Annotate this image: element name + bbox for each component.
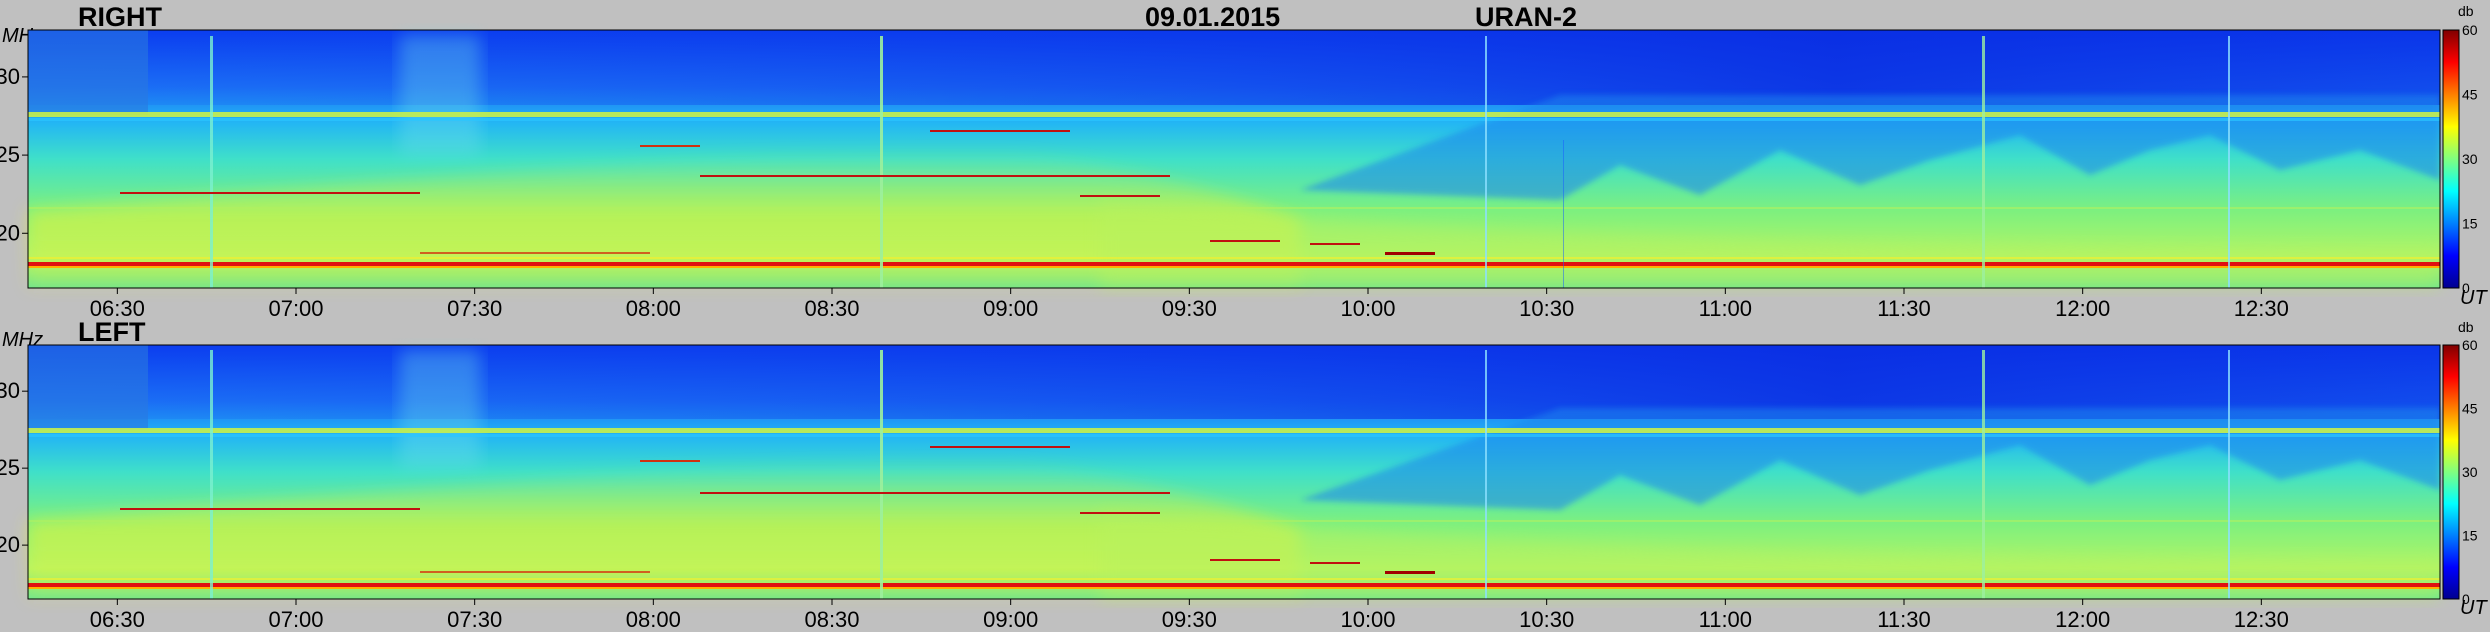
x-unit-label: UT — [2460, 287, 2488, 309]
x-tick-label: 08:30 — [804, 296, 859, 321]
x-tick-label: 06:30 — [90, 607, 145, 632]
x-tick-label: 12:30 — [2234, 607, 2289, 632]
colorbar-unit-label: db — [2458, 319, 2474, 335]
left-polarization-panel: LEFT MHz — [0, 317, 2488, 632]
plot-frame — [27, 344, 2441, 600]
x-tick-label: 08:30 — [804, 607, 859, 632]
x-axis: 06:30 07:00 07:30 08:00 08:30 09:00 09:30 10:00… — [90, 288, 2289, 321]
date-label: 09.01.2015 — [1145, 2, 1280, 32]
y-axis: 20 25 30 — [0, 64, 28, 245]
y-tick-label: 25 — [0, 142, 20, 167]
colorbar-tick-label: 15 — [2462, 216, 2478, 232]
colorbar-tick-label: 45 — [2462, 401, 2478, 417]
right-polarization-panel: RIGHT MHz — [0, 2, 2488, 321]
colorbar-tick-label: 60 — [2462, 337, 2478, 353]
y-tick-label: 25 — [0, 455, 20, 480]
colorbar: db 0 15 30 45 60 — [2442, 319, 2478, 607]
colorbar-tick-label: 45 — [2462, 87, 2478, 103]
colorbar-tick-label: 60 — [2462, 22, 2478, 38]
x-tick-label: 10:00 — [1340, 607, 1395, 632]
x-tick-label: 07:00 — [268, 607, 323, 632]
x-tick-label: 11:30 — [1877, 607, 1930, 632]
y-tick-label: 30 — [0, 378, 20, 403]
x-tick-label: 12:00 — [2055, 607, 2110, 632]
colorbar-unit-label: db — [2458, 3, 2474, 19]
instrument-label: URAN-2 — [1475, 2, 1577, 32]
x-tick-label: 07:30 — [447, 296, 502, 321]
colorbar-tick-label: 0 — [2462, 280, 2470, 296]
x-tick-label: 10:00 — [1340, 296, 1395, 321]
spectrogram-plot — [28, 345, 2440, 599]
x-tick-label: 08:00 — [626, 296, 681, 321]
y-axis: 20 25 30 — [0, 378, 28, 557]
colorbar-tick-label: 30 — [2462, 464, 2478, 480]
colorbar-tick-label: 15 — [2462, 528, 2478, 544]
x-tick-label: 09:00 — [983, 296, 1038, 321]
x-tick-label: 08:00 — [626, 607, 681, 632]
panel-title: LEFT — [78, 317, 146, 347]
x-tick-label: 09:00 — [983, 607, 1038, 632]
x-tick-label: 09:30 — [1162, 607, 1217, 632]
x-axis: 06:30 07:00 07:30 08:00 08:30 09:00 09:30 10:00… — [90, 599, 2289, 632]
x-tick-label: 06:30 — [90, 296, 145, 321]
x-tick-label: 10:30 — [1519, 296, 1574, 321]
x-tick-label: 11:00 — [1699, 607, 1752, 632]
plot-frame — [27, 29, 2441, 289]
spectrogram-plot — [28, 30, 2440, 288]
y-tick-label: 20 — [0, 220, 20, 245]
colorbar-tick-label: 30 — [2462, 151, 2478, 167]
x-tick-label: 11:00 — [1699, 296, 1752, 321]
x-tick-label: 12:00 — [2055, 296, 2110, 321]
x-tick-label: 07:00 — [268, 296, 323, 321]
x-tick-label: 11:30 — [1877, 296, 1930, 321]
panel-title: RIGHT — [78, 2, 163, 32]
x-tick-label: 09:30 — [1162, 296, 1217, 321]
x-tick-label: 12:30 — [2234, 296, 2289, 321]
x-unit-label: UT — [2460, 597, 2488, 619]
x-tick-label: 10:30 — [1519, 607, 1574, 632]
y-tick-label: 20 — [0, 532, 20, 557]
y-tick-label: 30 — [0, 64, 20, 89]
colorbar-tick-label: 0 — [2462, 591, 2470, 607]
colorbar: db 0 15 30 45 60 — [2442, 3, 2478, 296]
x-tick-label: 07:30 — [447, 607, 502, 632]
